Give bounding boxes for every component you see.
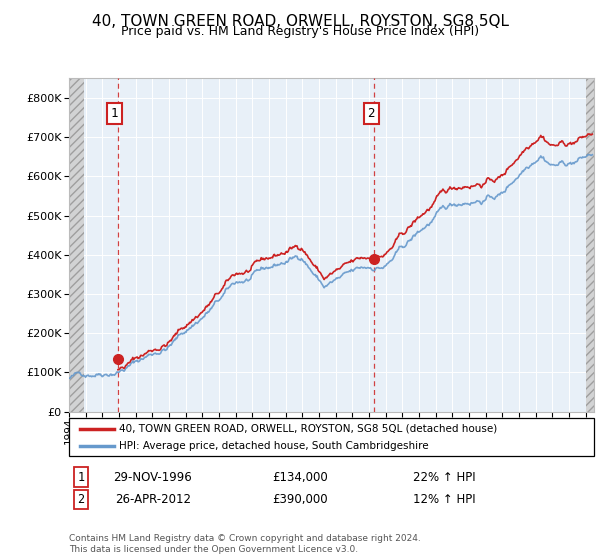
Text: £134,000: £134,000	[272, 470, 328, 484]
Text: 26-APR-2012: 26-APR-2012	[115, 493, 191, 506]
Bar	[69, 78, 84, 412]
Text: 1: 1	[110, 107, 118, 120]
Text: £390,000: £390,000	[272, 493, 328, 506]
Text: 2: 2	[367, 107, 375, 120]
Text: 22% ↑ HPI: 22% ↑ HPI	[413, 470, 475, 484]
Text: 40, TOWN GREEN ROAD, ORWELL, ROYSTON, SG8 5QL: 40, TOWN GREEN ROAD, ORWELL, ROYSTON, SG…	[91, 14, 509, 29]
Text: Contains HM Land Registry data © Crown copyright and database right 2024.
This d: Contains HM Land Registry data © Crown c…	[69, 534, 421, 554]
Text: 40, TOWN GREEN ROAD, ORWELL, ROYSTON, SG8 5QL (detached house): 40, TOWN GREEN ROAD, ORWELL, ROYSTON, SG…	[119, 424, 497, 434]
Text: HPI: Average price, detached house, South Cambridgeshire: HPI: Average price, detached house, Sout…	[119, 441, 428, 451]
Text: Price paid vs. HM Land Registry's House Price Index (HPI): Price paid vs. HM Land Registry's House …	[121, 25, 479, 38]
Text: 29-NOV-1996: 29-NOV-1996	[113, 470, 193, 484]
Text: 12% ↑ HPI: 12% ↑ HPI	[413, 493, 475, 506]
Text: 1: 1	[77, 470, 85, 484]
Bar	[586, 78, 600, 412]
Text: 2: 2	[77, 493, 85, 506]
